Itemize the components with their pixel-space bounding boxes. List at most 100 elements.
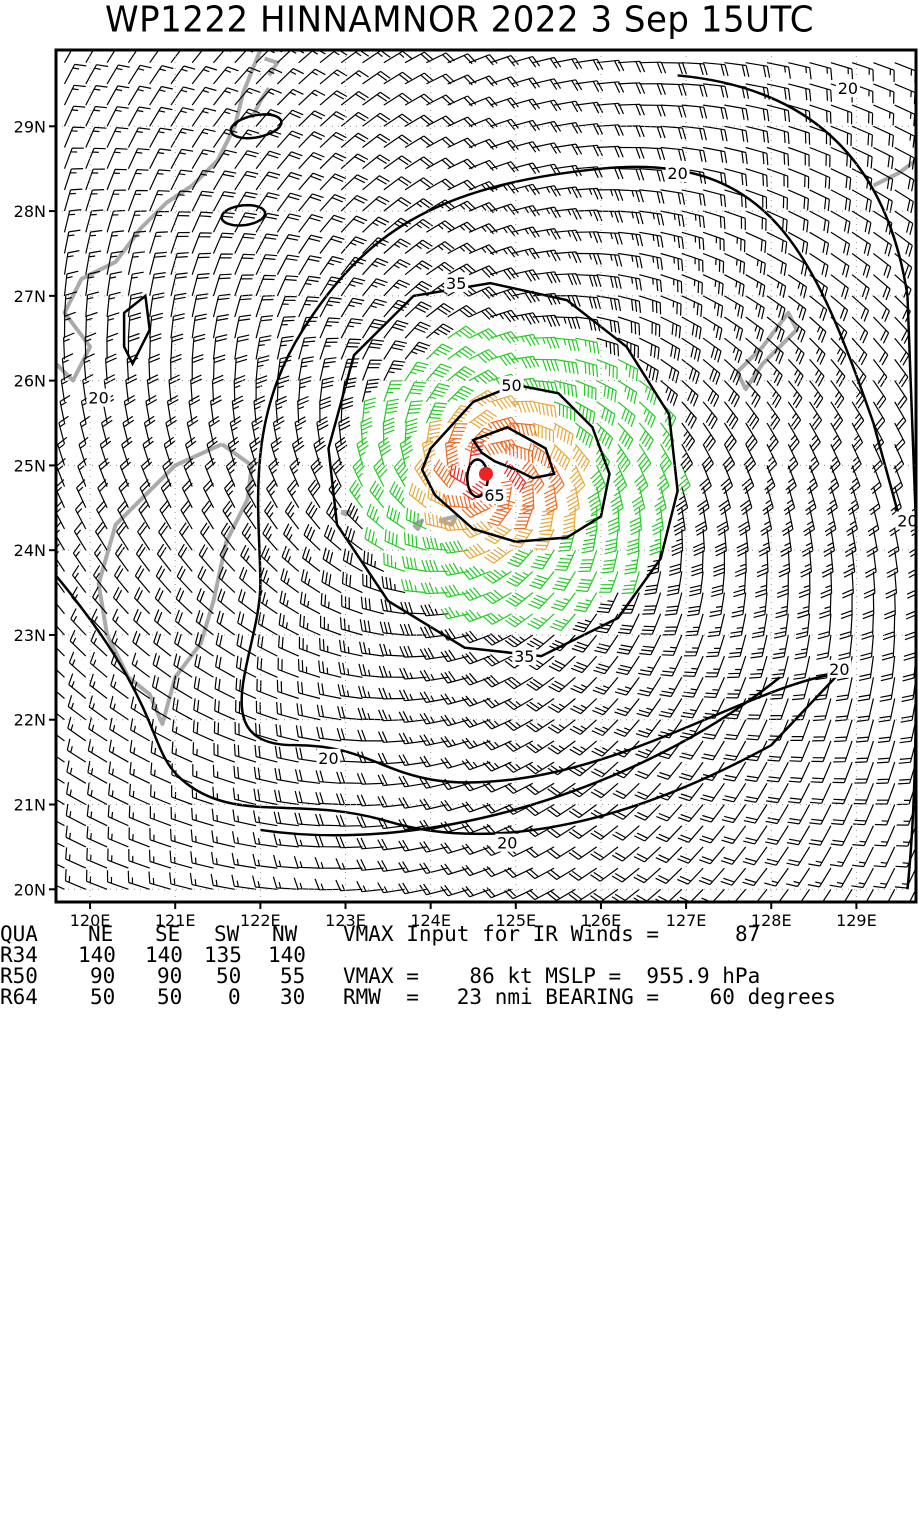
wind-barb [469,329,497,341]
wind-barb [682,211,705,228]
wind-barb [597,359,618,379]
wind-barb [343,572,363,593]
wind-barb [171,87,195,105]
wind-barb [341,154,368,169]
wind-barb [87,805,107,826]
wind-barb [86,127,107,147]
wind-barb [813,699,831,721]
wind-barb [189,396,200,423]
wind-barb [321,593,341,614]
wind-barb [840,614,853,639]
wind-barb [426,384,450,402]
wind-barb [277,193,301,211]
wind-barb [276,724,299,741]
wind-barb [724,317,742,341]
wind-barb [484,547,511,563]
wind-barb [462,673,490,685]
wind-barb [107,190,126,211]
wind-barb [107,107,129,127]
wind-barb [618,402,635,427]
wind-barb [109,783,129,804]
wind-barb [661,296,681,316]
wind-barb [469,245,497,255]
wind-barb [128,65,151,84]
wind-barb [650,529,661,555]
y-tick-label: 23N [14,626,46,645]
wind-barb [531,550,554,569]
wind-barb [108,849,129,869]
wind-barb [191,830,213,847]
wind-barb [86,65,108,84]
wind-barb [462,652,490,664]
wind-barb [746,254,766,276]
wind-barb [665,593,682,616]
wind-barb [114,587,129,614]
wind-barb [257,679,278,699]
wind-barb [533,359,559,370]
wind-barb [529,571,554,588]
wind-barb [742,889,767,906]
wind-barb [135,587,150,613]
wind-barb [527,677,554,690]
wind-barb [99,458,109,486]
wind-barb [765,847,789,865]
wind-barb [192,108,216,126]
wind-barb [277,317,295,339]
wind-barb [442,541,469,554]
wind-barb [638,656,660,675]
wind-barb [597,593,618,613]
wind-barb [571,656,597,673]
wind-barb [235,744,257,762]
wind-barb [448,367,475,381]
wind-barb [66,826,86,847]
wind-barb [505,720,533,731]
wind-barb [810,126,831,145]
wind-barb [700,465,712,493]
wind-barb [833,741,852,762]
wind-barb [363,196,390,211]
wind-barb [128,211,147,232]
wind-barb [193,764,214,783]
wind-barb [788,190,808,211]
wind-barb [277,702,299,720]
wind-barb [175,632,193,656]
wind-barb [469,266,497,278]
wind-barb [374,458,388,486]
wind-barb [873,317,888,343]
wind-barb [809,805,831,825]
wind-barb [341,278,365,296]
wind-barb [320,91,347,105]
wind-barb [831,211,850,233]
wind-barb [128,313,141,338]
wind-barb [788,275,806,299]
wind-barb [319,661,342,678]
wind-barb [877,741,895,763]
wind-barb [764,889,788,907]
wind-barb [232,853,256,868]
wind-barb [852,211,871,234]
wind-barb [852,317,868,343]
wind-barb [639,317,659,337]
wind-barb [128,107,150,126]
wind-barb [724,126,747,142]
wind-barb [639,275,661,292]
wind-barb [873,868,894,888]
wind-barb [831,148,851,168]
wind-barb [613,826,640,841]
wind-barb [316,814,342,826]
wind-barb [294,856,320,868]
wind-barb [724,296,743,319]
wind-barb [236,700,257,720]
wind-barb [661,359,679,383]
wind-barb [150,828,171,847]
wind-barb [217,611,235,635]
contour-label: 35 [446,274,466,293]
wind-barb [277,69,303,84]
wind-barb [170,872,193,889]
y-tick-label: 21N [14,796,46,815]
wind-barb [299,153,325,169]
wind-barb [235,88,260,105]
wind-barb [639,402,655,428]
wind-barb [831,826,852,846]
wind-barb [107,231,124,254]
